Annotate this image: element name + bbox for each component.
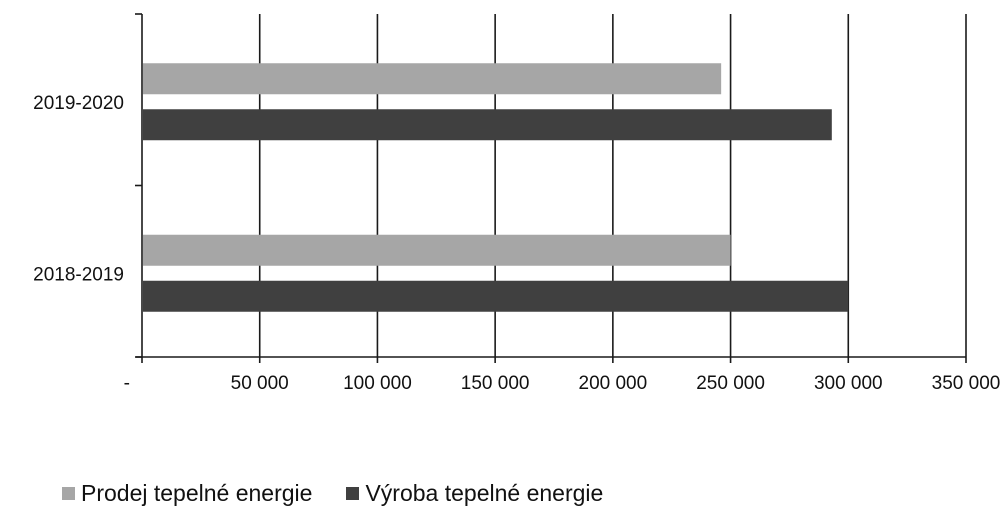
x-tick-label-6: 300 000 bbox=[814, 373, 883, 394]
bar-chart: - 50 000 100 000 150 000 200 000 250 000 300 0… bbox=[33, 13, 1000, 394]
legend: Prodej tepelné energie Výroba tepelné en… bbox=[62, 480, 603, 507]
category-labels: 2019-2020 2018-2019 bbox=[33, 93, 124, 286]
bar-2019-2020-series-1 bbox=[143, 109, 832, 141]
legend-item-prodej: Prodej tepelné energie bbox=[62, 480, 312, 507]
axes bbox=[135, 13, 967, 363]
category-label-1: 2018-2019 bbox=[33, 264, 124, 285]
category-label-0: 2019-2020 bbox=[33, 93, 124, 114]
legend-swatch-prodej bbox=[62, 487, 75, 500]
x-tick-label-0: - bbox=[124, 373, 130, 394]
x-tick-labels: - 50 000 100 000 150 000 200 000 250 000 300 0… bbox=[124, 373, 1000, 394]
bars bbox=[143, 63, 849, 312]
bar-2018-2019-series-1 bbox=[143, 280, 849, 312]
x-tick-label-5: 250 000 bbox=[696, 373, 765, 394]
legend-swatch-vyroba bbox=[346, 487, 360, 500]
x-tick-label-2: 100 000 bbox=[343, 373, 412, 394]
bar-2019-2020-series-0 bbox=[143, 63, 722, 95]
legend-label-vyroba: Výroba tepelné energie bbox=[365, 480, 604, 506]
x-tick-label-3: 150 000 bbox=[461, 373, 530, 394]
legend-item-vyroba: Výroba tepelné energie bbox=[346, 480, 603, 507]
x-tick-label-1: 50 000 bbox=[231, 373, 289, 394]
bar-2018-2019-series-0 bbox=[143, 234, 731, 266]
legend-label-prodej: Prodej tepelné energie bbox=[81, 480, 313, 506]
x-tick-label-7: 350 000 bbox=[932, 373, 1000, 394]
x-tick-label-4: 200 000 bbox=[579, 373, 648, 394]
